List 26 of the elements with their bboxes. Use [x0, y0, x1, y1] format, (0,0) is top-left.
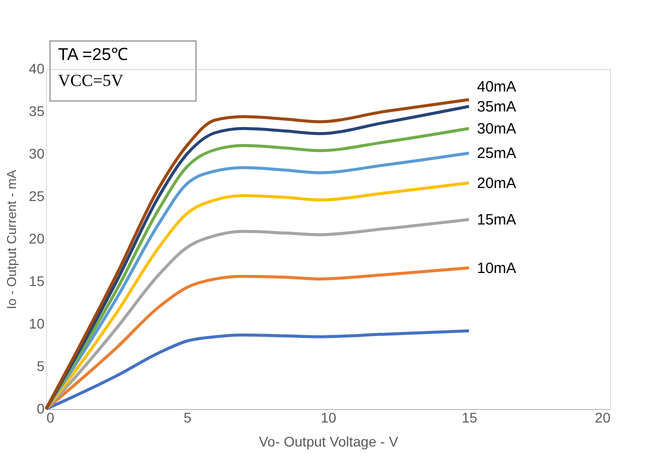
y-tick-label: 20: [28, 230, 45, 246]
x-tick-label: 15: [462, 410, 478, 426]
series-label: 15mA: [477, 211, 516, 228]
y-tick-label: 10: [28, 316, 45, 332]
series-label: 20mA: [477, 174, 516, 192]
series-label: 10mA: [477, 260, 516, 277]
line-series: [44, 218, 470, 410]
y-tick-label: 30: [28, 146, 45, 162]
annotation: VCC=5V: [58, 71, 124, 90]
series-label: 40mA: [477, 78, 516, 96]
y-tick-label: 25: [28, 188, 45, 204]
y-axis-title: Io - Output Current - mA: [4, 169, 19, 310]
y-tick-label: 5: [36, 358, 45, 374]
x-tick-label: 10: [320, 410, 336, 426]
series-label: 25mA: [477, 145, 516, 162]
x-tick-label: 5: [184, 410, 192, 426]
y-tick-label: 40: [28, 60, 45, 76]
series-label: 35mA: [477, 98, 516, 116]
y-tick-label: 35: [28, 103, 45, 119]
x-axis-title: Vo- Output Voltage - V: [258, 434, 399, 450]
x-tick-label: 20: [594, 410, 611, 426]
y-tick-label: 15: [28, 273, 45, 289]
series-label: 30mA: [477, 120, 516, 138]
text: TA =25℃: [58, 45, 128, 64]
line-series: [44, 329, 470, 410]
line-series: [44, 266, 470, 410]
